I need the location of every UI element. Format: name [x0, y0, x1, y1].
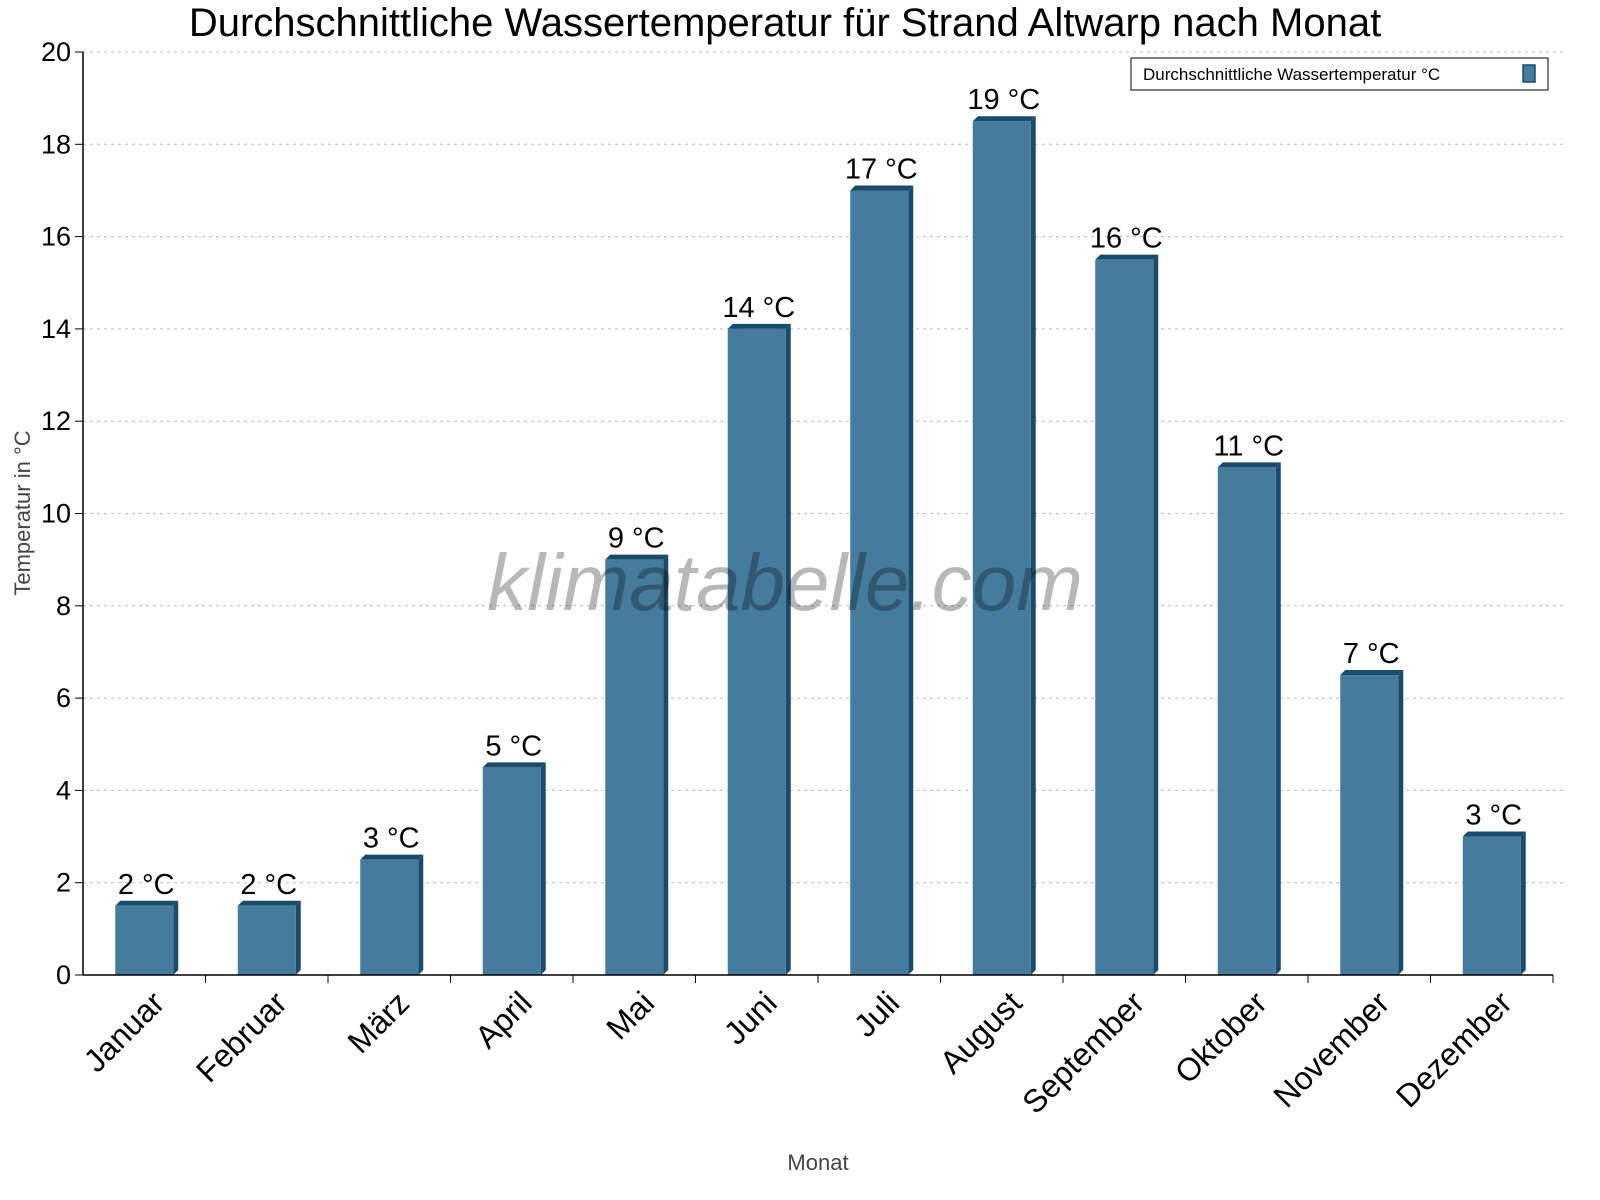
bar-side	[785, 323, 791, 975]
data-label: 16 °C	[1090, 223, 1163, 255]
bar-side	[418, 854, 424, 975]
y-axis-label: Temperatur in °C	[10, 430, 35, 595]
x-tick-label: Februar	[189, 984, 294, 1089]
bar-side	[295, 900, 301, 975]
y-tick-label: 14	[41, 314, 71, 344]
bar-side	[1153, 254, 1159, 976]
x-tick-label: April	[468, 984, 539, 1055]
data-label: 3 °C	[363, 823, 420, 855]
bar-side	[1398, 670, 1404, 975]
bar	[1462, 836, 1521, 975]
bar-side	[540, 762, 546, 975]
bar-top	[850, 185, 914, 191]
x-tick-label: August	[933, 984, 1029, 1080]
bar	[727, 328, 786, 975]
bar	[605, 559, 664, 975]
data-label: 2 °C	[118, 869, 175, 901]
bar	[237, 905, 296, 975]
y-tick-label: 12	[41, 406, 71, 436]
y-tick-label: 0	[56, 960, 71, 990]
y-tick-label: 4	[56, 775, 71, 805]
legend-box	[1130, 57, 1549, 91]
data-label: 3 °C	[1465, 800, 1522, 832]
bar-top	[727, 323, 791, 329]
data-label: 19 °C	[967, 84, 1040, 116]
bar-side	[1275, 462, 1281, 976]
bar-top	[1340, 670, 1404, 676]
x-tick-label: März	[340, 984, 416, 1060]
data-label: 9 °C	[608, 523, 665, 555]
bar-top	[972, 116, 1036, 122]
legend-swatch	[1522, 64, 1536, 83]
bar-top	[115, 900, 179, 906]
bar-side	[1520, 831, 1526, 975]
x-tick-label: Juli	[847, 984, 906, 1043]
bar-side	[173, 900, 179, 975]
legend-label: Durchschnittliche Wassertemperatur °C	[1143, 65, 1440, 84]
bar-top	[237, 900, 301, 906]
data-label: 5 °C	[485, 730, 542, 762]
x-tick-label: Januar	[77, 984, 172, 1079]
bar-side	[1030, 116, 1036, 976]
bar	[360, 859, 419, 975]
data-label: 2 °C	[240, 869, 297, 901]
chart-title: Durchschnittliche Wassertemperatur für S…	[189, 1, 1381, 45]
data-label: 14 °C	[722, 292, 795, 324]
y-tick-label: 2	[56, 868, 71, 898]
bar-side	[908, 185, 914, 975]
bar	[972, 121, 1031, 976]
y-tick-label: 6	[56, 683, 71, 713]
grid	[83, 51, 1563, 884]
bar-top	[482, 762, 546, 768]
x-tick-label: November	[1266, 984, 1396, 1114]
y-tick-label: 18	[41, 129, 71, 159]
bar-top	[1462, 831, 1526, 837]
bar-side	[663, 554, 669, 975]
legend: Durchschnittliche Wassertemperatur °C	[1130, 57, 1549, 91]
bar-top	[1095, 254, 1159, 260]
bar	[850, 190, 909, 975]
bar	[1217, 467, 1276, 975]
data-label: 7 °C	[1343, 638, 1400, 670]
bars: 2 °C 2 °C 3 °C 5 °C 9 °C 14 °C 17 °C 19 °C 16 °C…	[115, 84, 1526, 976]
x-tick-label: Mai	[599, 984, 661, 1046]
watermark: klimatabelle.com	[487, 538, 1083, 627]
x-axis-label: Monat	[787, 1150, 848, 1175]
y-tick-label: 16	[41, 222, 71, 252]
data-label: 17 °C	[845, 153, 918, 185]
y-tick-label: 10	[41, 499, 71, 529]
bar-top	[605, 554, 669, 560]
x-tick-label: September	[1015, 984, 1151, 1120]
bar	[1340, 675, 1399, 975]
data-label: 11 °C	[1213, 430, 1284, 462]
bar-top	[360, 854, 424, 860]
bar-top	[1217, 462, 1281, 468]
bar	[482, 767, 541, 975]
bar	[1095, 259, 1154, 975]
y-tick-label: 20	[41, 37, 71, 67]
x-tick-label: Oktober	[1168, 984, 1274, 1090]
x-tick-label: Dezember	[1389, 984, 1519, 1114]
y-tick-label: 8	[56, 591, 71, 621]
x-tick-label: Juni	[717, 984, 784, 1051]
bar	[115, 905, 174, 975]
